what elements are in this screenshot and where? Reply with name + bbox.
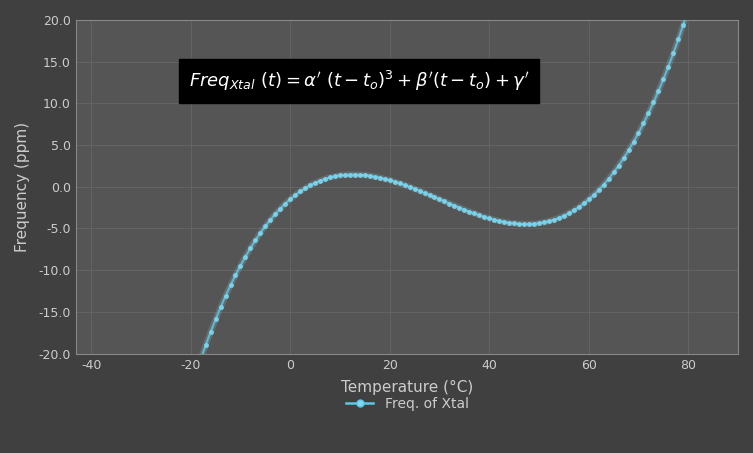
Y-axis label: Frequency (ppm): Frequency (ppm) bbox=[15, 122, 30, 252]
Legend: Freq. of Xtal: Freq. of Xtal bbox=[340, 391, 474, 417]
X-axis label: Temperature (°C): Temperature (°C) bbox=[341, 381, 473, 395]
Text: $\mathit{Freq_{Xtal}}\ (t) = \alpha'\ (t - t_o)^3 + \beta'(t - t_o) + \gamma'$: $\mathit{Freq_{Xtal}}\ (t) = \alpha'\ (t… bbox=[189, 68, 529, 93]
